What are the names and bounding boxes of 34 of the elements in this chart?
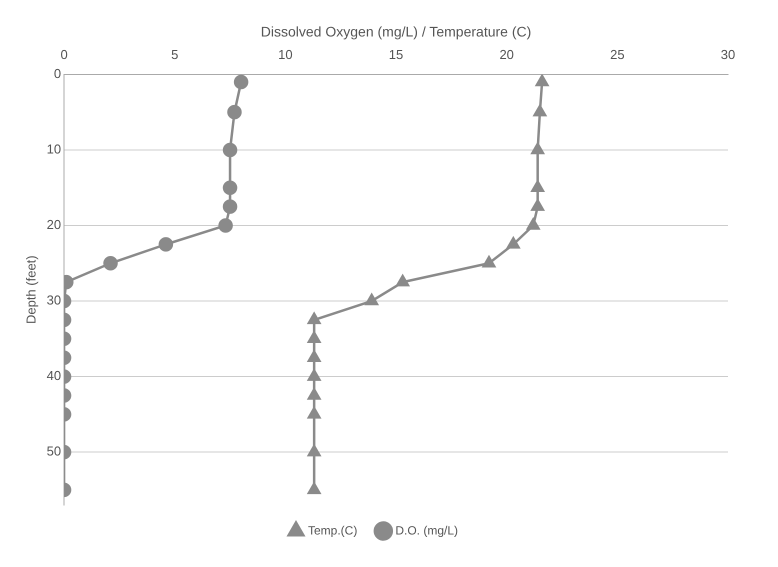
point [396,274,410,286]
point [308,350,321,362]
point [533,104,546,116]
point [536,74,549,86]
y-tick-label: 50 [46,444,62,459]
point [506,237,520,249]
point [531,142,544,154]
x-tick-label: 5 [171,47,178,62]
point [308,369,321,381]
point [308,407,321,419]
legend-label: Temp.(C) [308,523,358,538]
y-tick-label: 20 [46,217,62,232]
y-tick-label: 10 [46,142,62,157]
point [365,294,378,306]
point [531,199,544,211]
x-tick-label: 10 [278,47,293,62]
point [526,218,540,230]
point [482,256,496,268]
point [308,482,321,494]
x-tick-label: 20 [499,47,514,62]
point [308,388,321,400]
point [308,332,321,344]
x-tick-label: 25 [610,47,625,62]
point [308,444,321,456]
y-tick-label: 40 [46,368,62,384]
y-tick-label: 0 [54,66,62,81]
x-tick-label: 15 [388,47,404,62]
y-tick-label: 30 [46,292,62,308]
point [531,180,544,192]
point [308,312,321,324]
x-axis-title: Dissolved Oxygen (mg/L) / Temperature (C) [260,23,532,40]
x-tick-label: 30 [720,47,736,62]
legend-label: D.O. (mg/L) [395,523,458,538]
y-axis-title: Depth (feet) [23,255,38,324]
